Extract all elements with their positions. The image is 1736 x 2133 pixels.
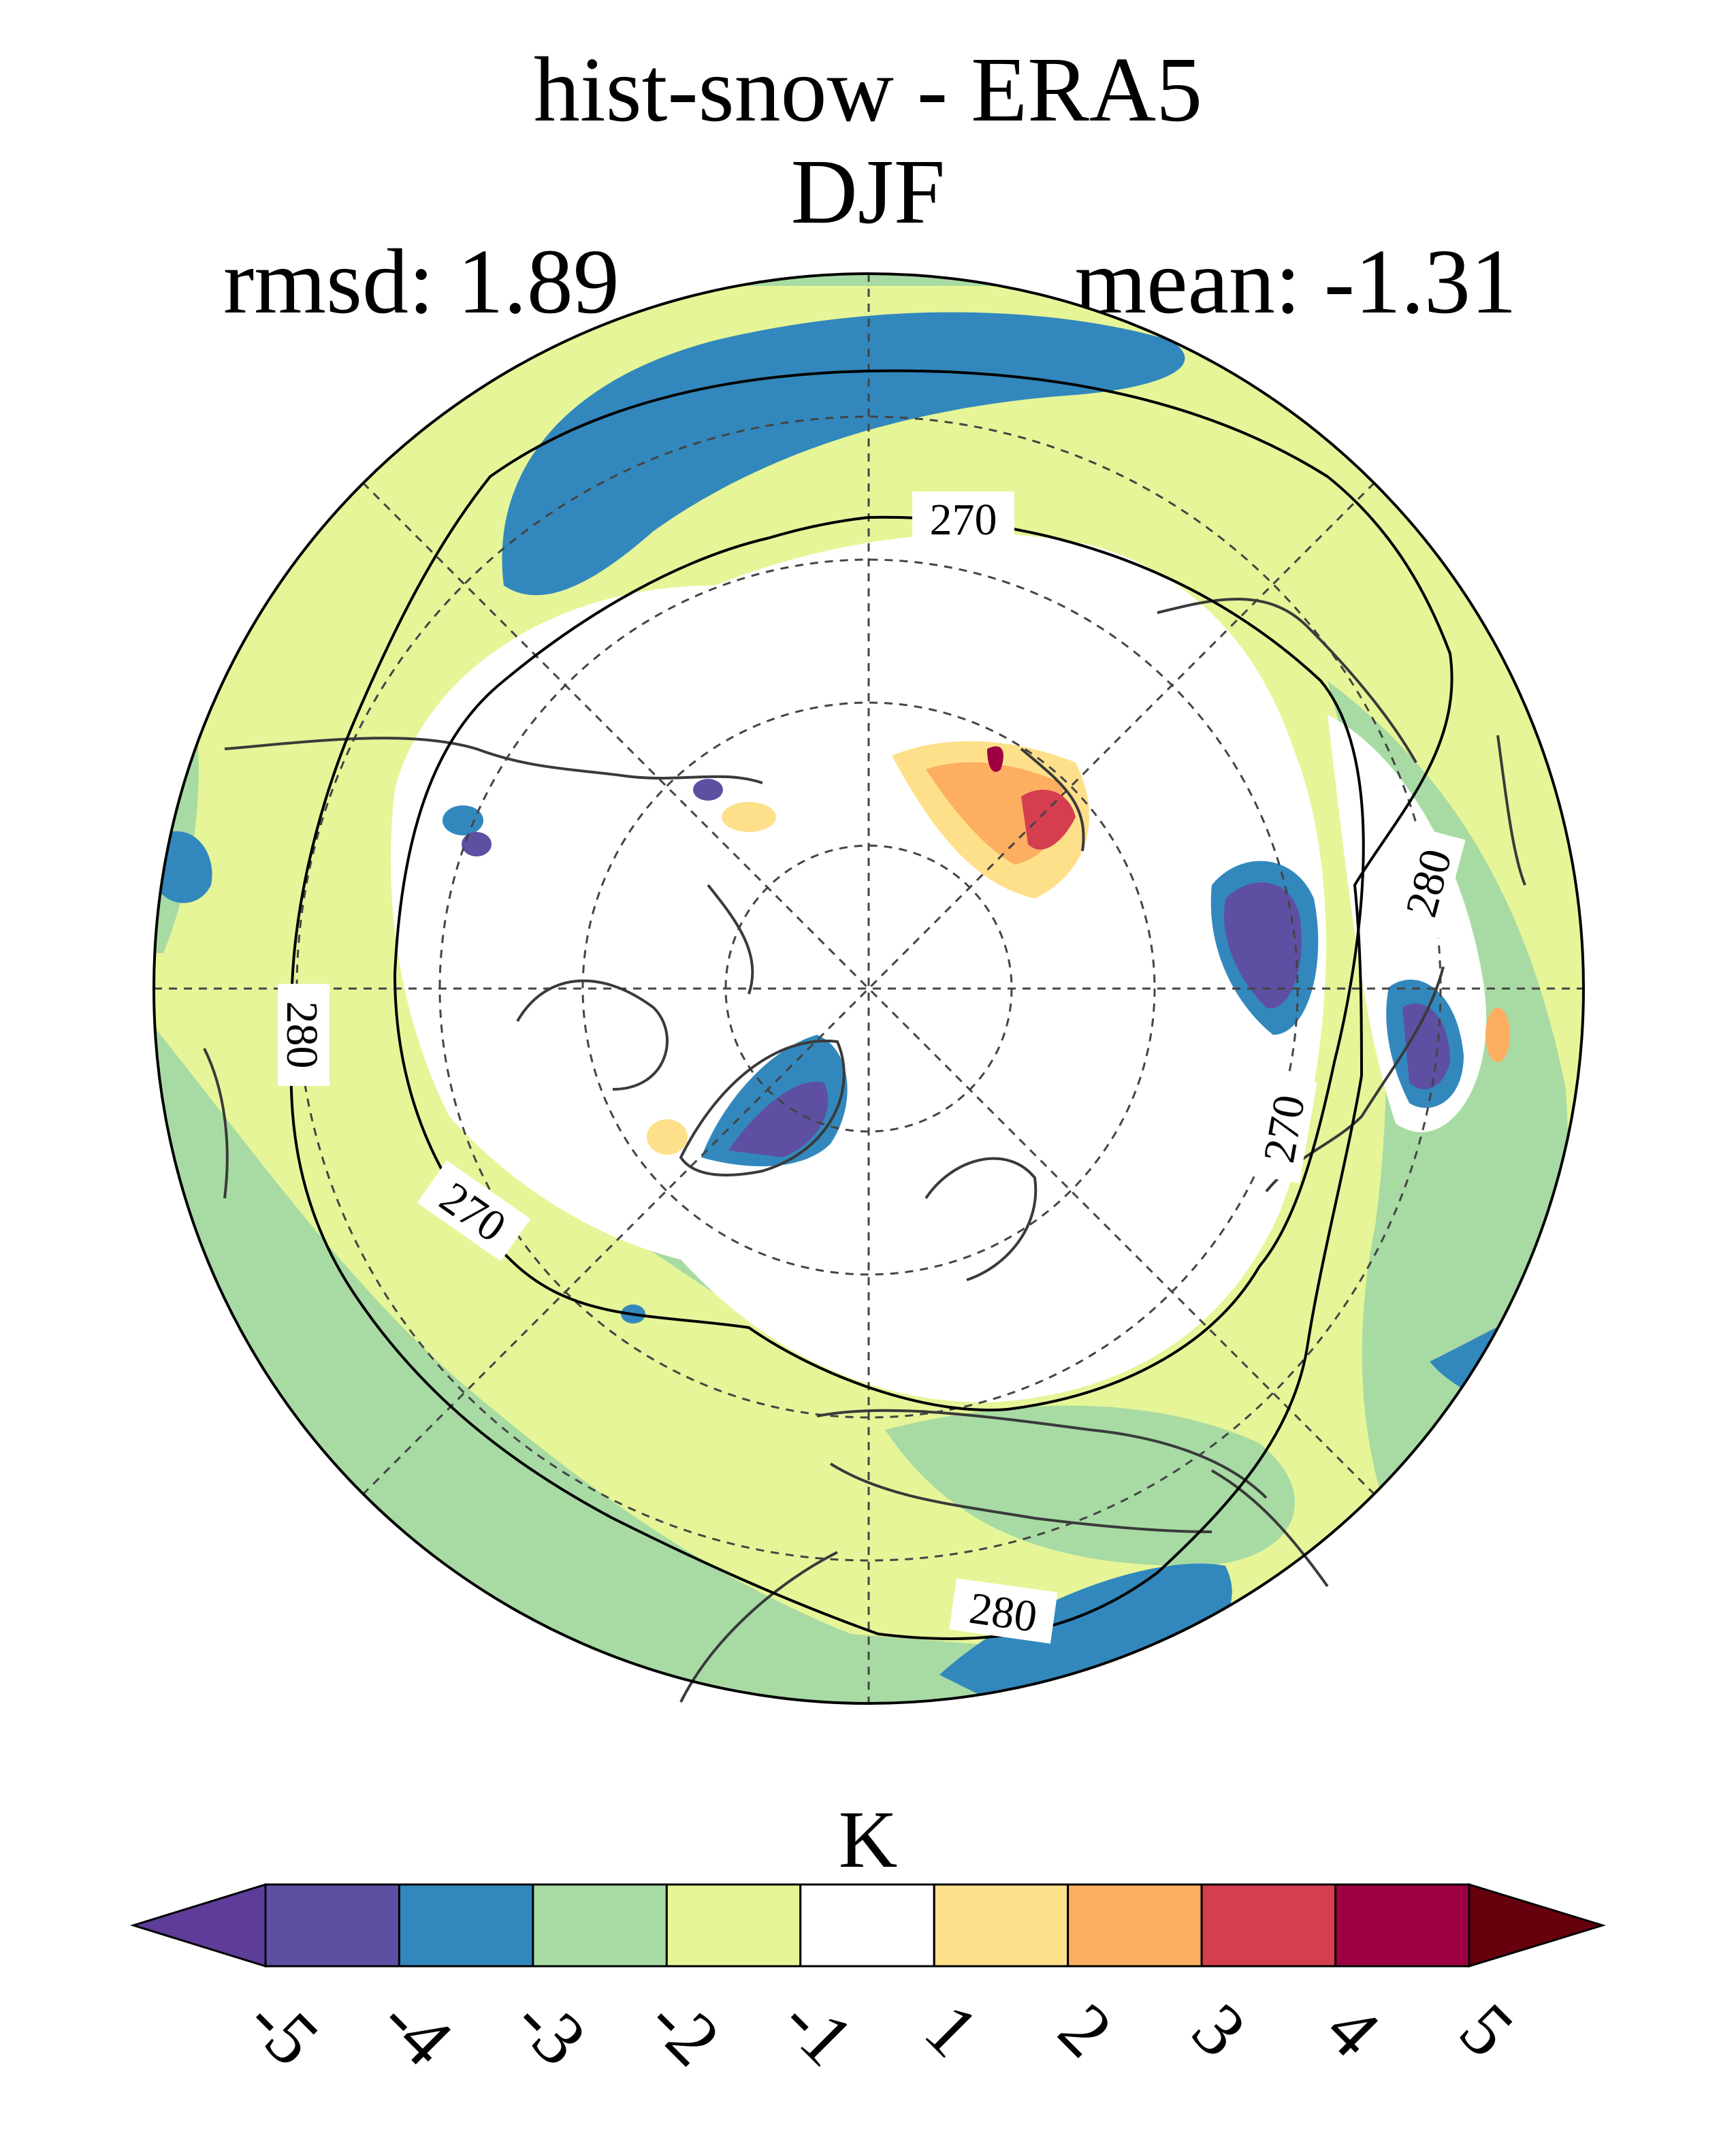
colorbar-tick-label: 3 bbox=[1177, 1987, 1262, 2072]
rmsd-label: rmsd: 1.89 bbox=[223, 231, 620, 333]
blue-band-north-pacific bbox=[502, 312, 1185, 596]
contour-label-270-top: 270 bbox=[930, 495, 997, 545]
colorbar-extend-below bbox=[129, 1882, 267, 1968]
colorbar-bin bbox=[933, 1883, 1070, 1968]
colorbar-tick-label: 5 bbox=[1445, 1987, 1530, 2072]
green-band-mediterranean bbox=[885, 1405, 1296, 1566]
colorbar-tick-label: -3 bbox=[500, 1978, 602, 2081]
colorbar-extend-above bbox=[1468, 1882, 1607, 1968]
colorbar-bin bbox=[799, 1883, 935, 1968]
map-boundary bbox=[152, 272, 1585, 1705]
contour-label-280-bottom: 280 bbox=[967, 1584, 1040, 1642]
positive-anomaly-darkred bbox=[987, 746, 1003, 772]
colorbar-tick-label: 1 bbox=[910, 1987, 995, 2072]
colorbar-bin bbox=[665, 1883, 802, 1968]
greenland-anomaly-purple bbox=[728, 1081, 829, 1157]
east-asia-anomaly-purple bbox=[1402, 1003, 1450, 1089]
season-subtitle: DJF bbox=[790, 141, 946, 243]
colorbar-bin bbox=[1334, 1883, 1470, 1968]
colorbar-tick-label: -2 bbox=[633, 1978, 736, 2081]
colorbar-bin bbox=[264, 1883, 400, 1968]
blue-band-africa bbox=[939, 1563, 1232, 1703]
contour-labels: 270 270 270 280 280 280 bbox=[277, 492, 1466, 1644]
contour-label-280-left: 280 bbox=[277, 1001, 327, 1069]
positive-anomaly-red bbox=[1021, 790, 1076, 850]
climatology-contours bbox=[289, 369, 1453, 1641]
colorbar-tick-label: 2 bbox=[1043, 1987, 1128, 2072]
colorbar-bin bbox=[532, 1883, 668, 1968]
colorbar-tick-label: -4 bbox=[366, 1978, 468, 2081]
colorbar-unit-label: K bbox=[838, 1794, 898, 1885]
colorbar-tick-label: 4 bbox=[1311, 1987, 1396, 2072]
neutral-arctic-region bbox=[390, 533, 1326, 1402]
mean-label: mean: -1.31 bbox=[1074, 231, 1517, 333]
anomaly-field bbox=[154, 274, 1584, 1703]
blue-patch-west bbox=[157, 831, 212, 903]
contour-label-270-right: 270 bbox=[1254, 1091, 1315, 1166]
graticule bbox=[154, 274, 1584, 1703]
siberia-anomaly-purple bbox=[1224, 882, 1302, 1009]
colorbar-tick-label: -5 bbox=[232, 1978, 335, 2081]
colorbar-bin bbox=[1067, 1883, 1203, 1968]
colorbar-tick-label: -1 bbox=[767, 1978, 869, 2081]
figure-title: hist-snow - ERA5 bbox=[533, 39, 1203, 141]
colorbar-bin bbox=[1200, 1883, 1337, 1968]
colorbar-bin bbox=[398, 1883, 534, 1968]
colorbar: -5 -4 -3 -2 -1 1 2 3 4 5 bbox=[129, 1882, 1607, 2081]
coastlines bbox=[203, 598, 1526, 1703]
